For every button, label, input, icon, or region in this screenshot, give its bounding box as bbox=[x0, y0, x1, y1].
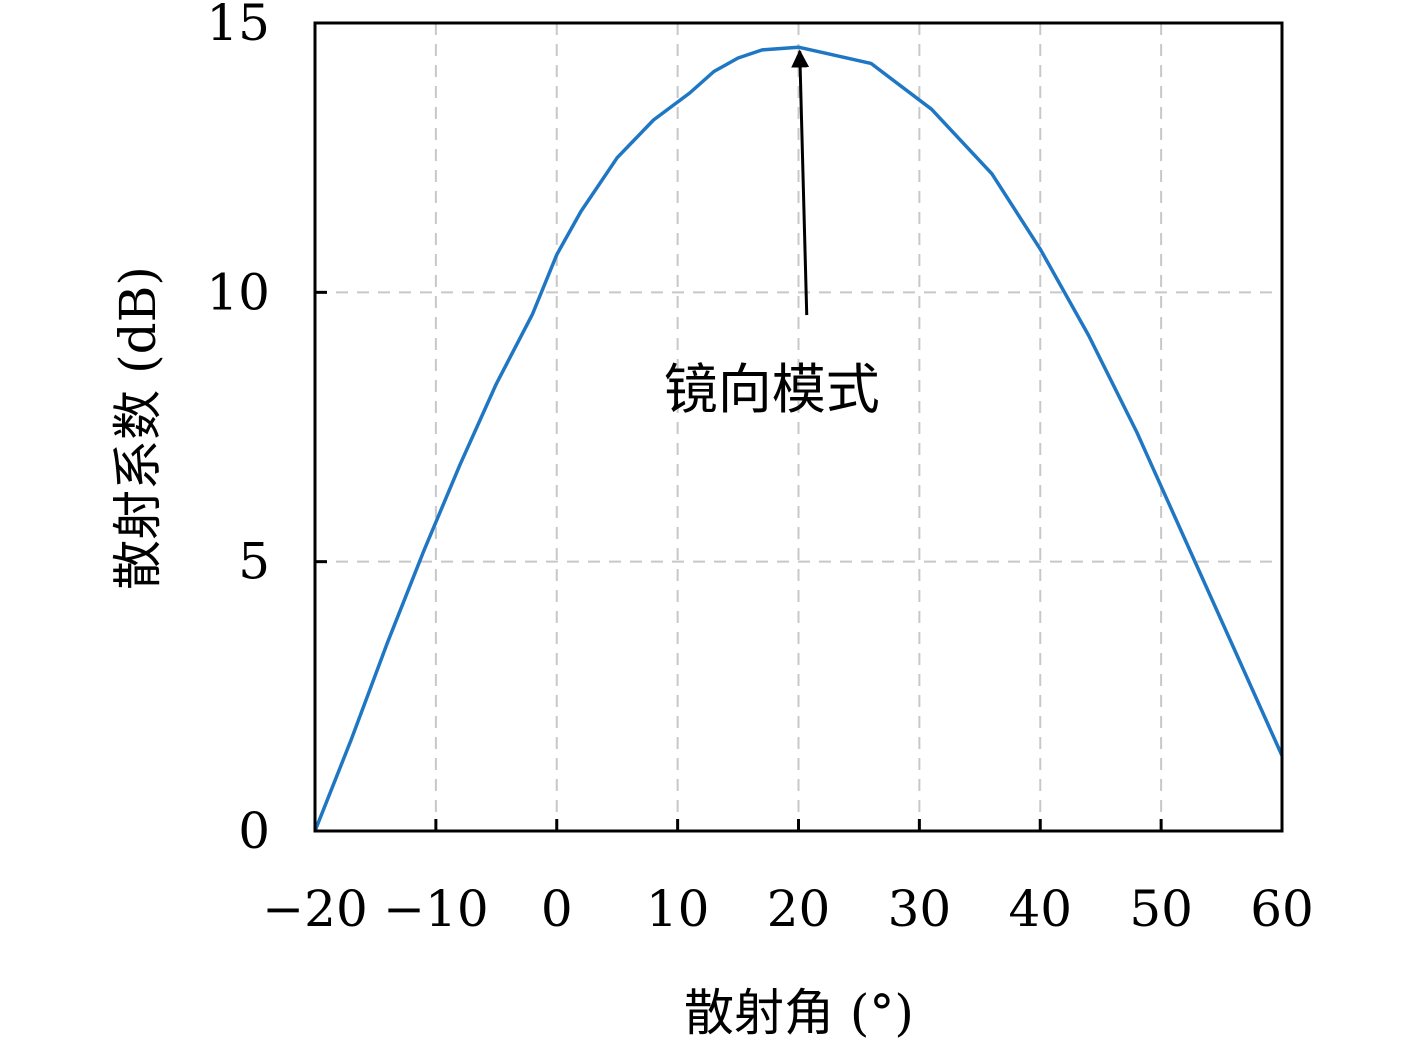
ticks: −20 −10 0 10 20 30 40 50 60 0 5 10 15 bbox=[206, 0, 1313, 938]
x-tick-label: 60 bbox=[1250, 880, 1314, 938]
x-tick-label: 0 bbox=[541, 880, 573, 938]
annotation-arrow bbox=[791, 49, 810, 316]
y-tick-label: 5 bbox=[238, 533, 270, 591]
annotation-label: 镜向模式 bbox=[664, 358, 880, 421]
grid-lines bbox=[315, 23, 1282, 831]
x-tick-label: 40 bbox=[1008, 880, 1072, 938]
x-tick-label: 50 bbox=[1129, 880, 1193, 938]
x-tick-label: 10 bbox=[646, 880, 710, 938]
series-line bbox=[313, 45, 1284, 832]
x-tick-label: 30 bbox=[888, 880, 952, 938]
x-tick-label: −10 bbox=[383, 880, 489, 938]
y-tick-label: 15 bbox=[206, 0, 270, 52]
series-layer bbox=[313, 45, 1284, 832]
x-tick-label: 20 bbox=[767, 880, 831, 938]
annotations: 镜向模式 bbox=[664, 49, 880, 421]
y-axis-title: 散射系数 (dB) bbox=[109, 266, 167, 590]
x-tick-label: −20 bbox=[262, 880, 368, 938]
x-axis-title: 散射角 (°) bbox=[684, 984, 914, 1042]
y-tick-label: 10 bbox=[206, 263, 270, 321]
y-tick-label: 0 bbox=[238, 802, 270, 860]
